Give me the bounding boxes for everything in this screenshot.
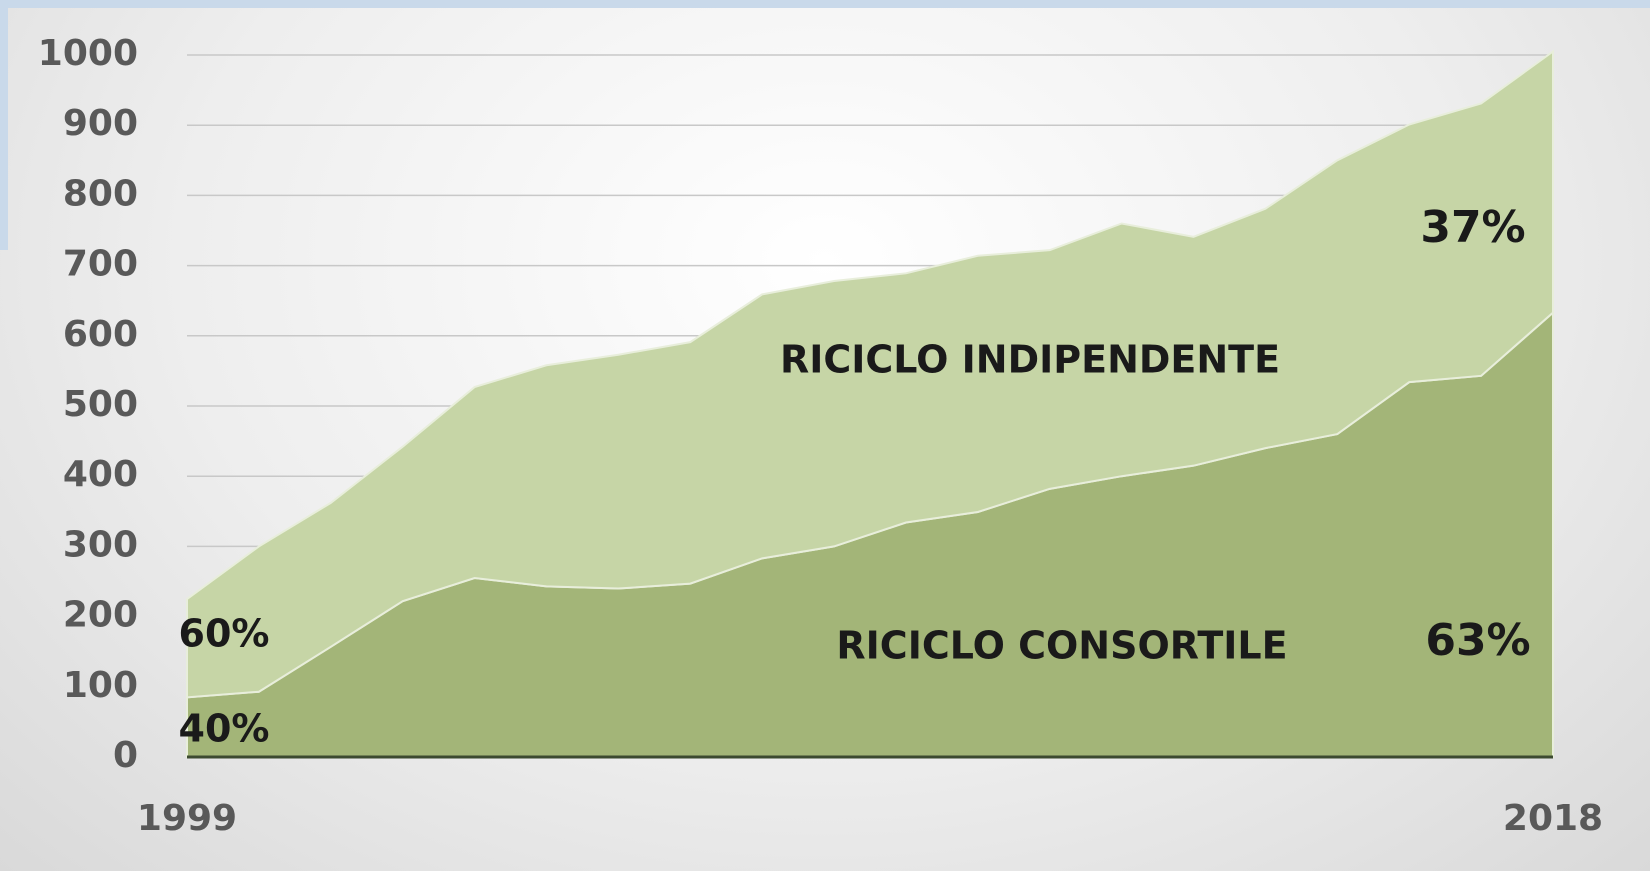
x-tick-label: 1999 xyxy=(137,798,237,839)
y-tick-label: 0 xyxy=(113,735,138,776)
top-strip xyxy=(0,0,1650,8)
area xyxy=(186,49,1554,699)
series-label: RICICLO CONSORTILE xyxy=(836,624,1287,668)
y-tick-label: 100 xyxy=(63,665,138,706)
annotation: 60% xyxy=(179,612,270,656)
y-tick-label: 300 xyxy=(63,524,138,565)
y-tick-label: 700 xyxy=(63,244,138,285)
left-strip xyxy=(0,0,8,250)
x-tick-label: 2018 xyxy=(1503,798,1603,839)
y-tick-label: 500 xyxy=(63,384,138,425)
annotation: 63% xyxy=(1425,615,1530,666)
annotation: 37% xyxy=(1420,202,1525,253)
series-label: RICICLO INDIPENDENTE xyxy=(780,338,1280,382)
y-tick-label: 900 xyxy=(63,103,138,144)
y-tick-label: 600 xyxy=(63,314,138,355)
y-tick-label: 1000 xyxy=(38,33,138,74)
annotation: 40% xyxy=(179,707,270,751)
y-tick-label: 400 xyxy=(63,454,138,495)
y-tick-label: 800 xyxy=(63,173,138,214)
y-tick-label: 200 xyxy=(63,595,138,636)
